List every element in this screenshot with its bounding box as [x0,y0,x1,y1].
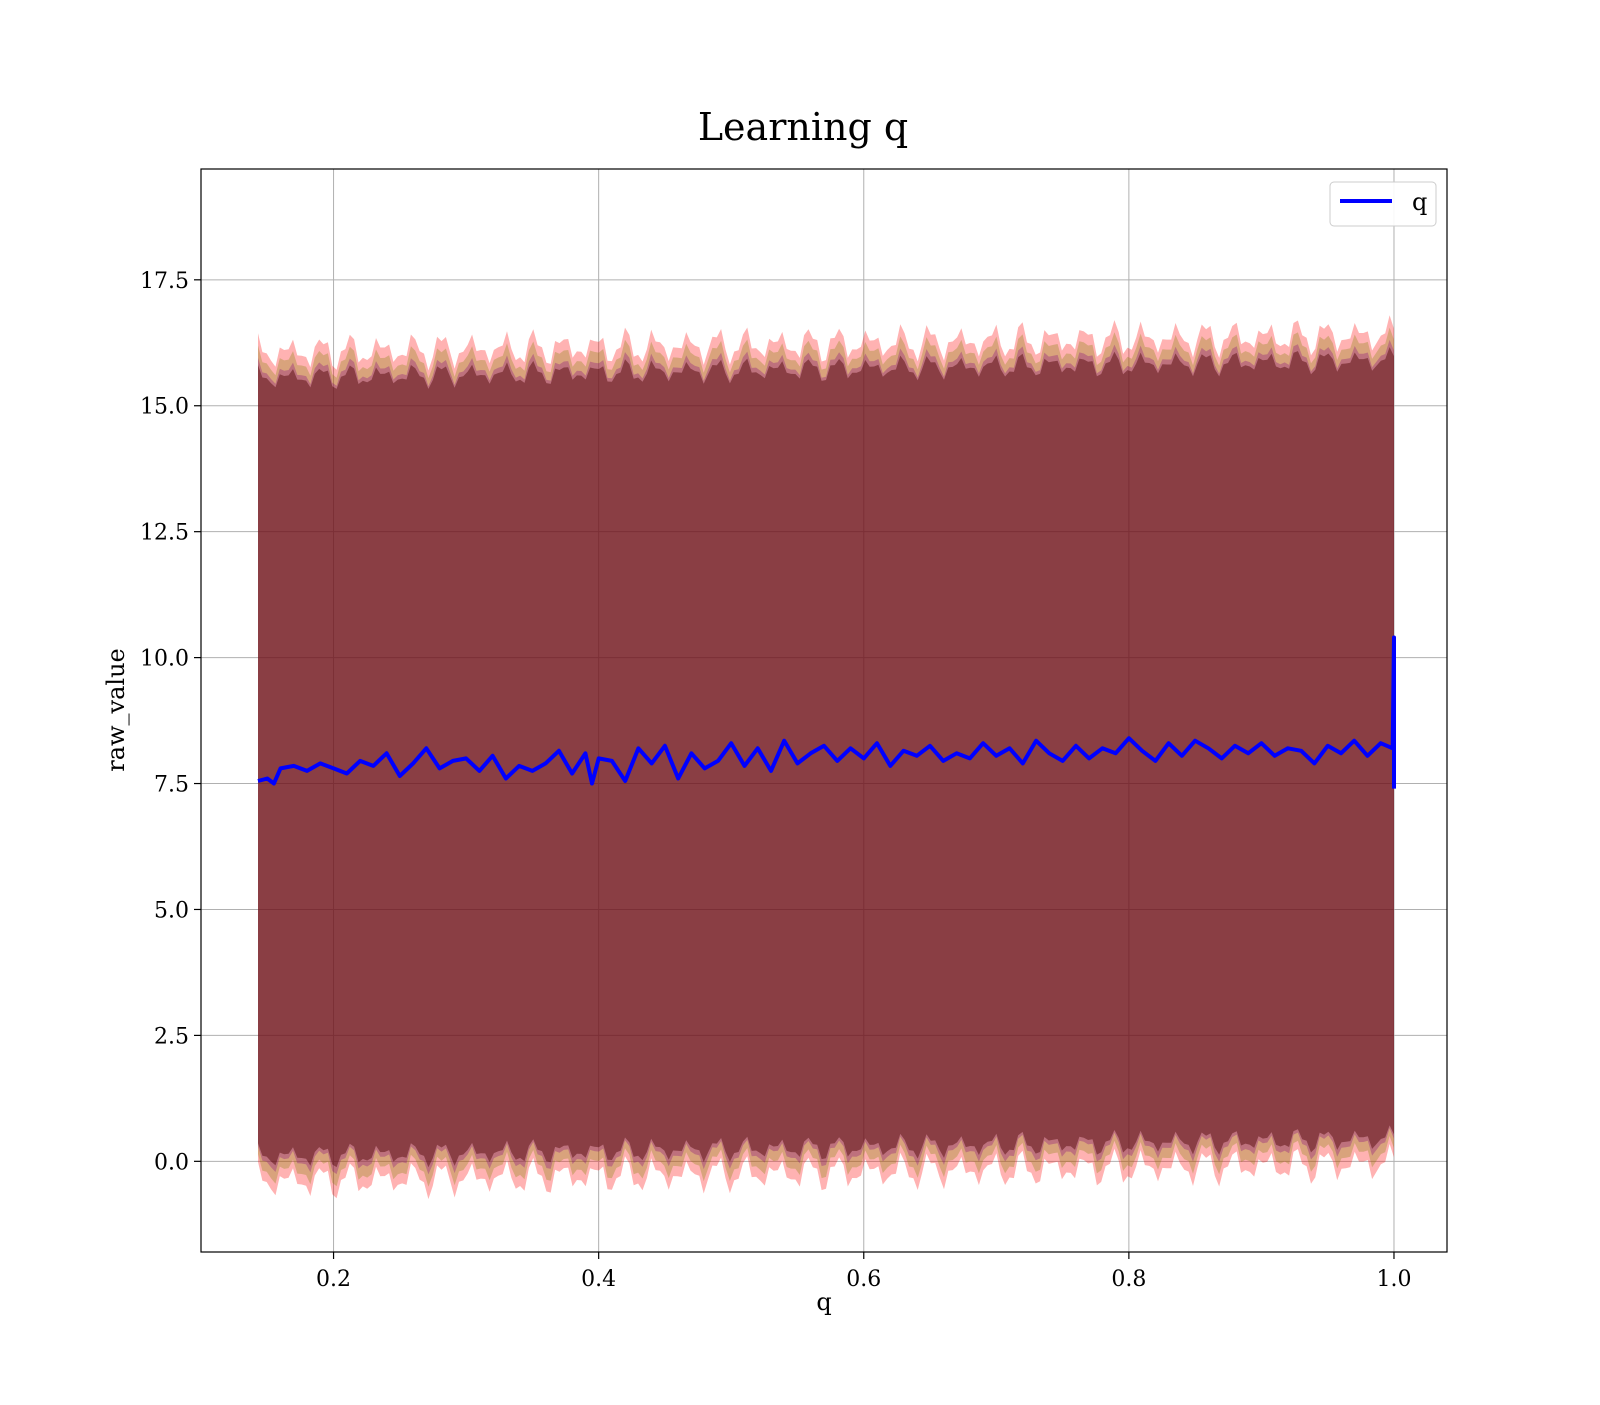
band-1 [258,327,1394,1187]
confidence-bands [258,315,1394,1200]
x-axis-label: q [816,1288,831,1316]
x-tick-label: 0.4 [581,1267,616,1292]
band-3 [258,347,1394,1168]
legend-label-q: q [1412,188,1427,216]
chart-title: Learning q [698,105,908,149]
y-axis-ticks: 0.0 2.5 5.0 7.5 10.0 12.5 15.0 17.5 [140,269,201,1175]
grid-lines [201,169,1447,1252]
plot-frame [200,168,1448,1253]
x-tick-label: 0.6 [846,1267,881,1292]
legend: q [1329,181,1437,227]
y-tick-label: 2.5 [154,1024,189,1049]
y-tick-label: 5.0 [154,898,189,923]
x-tick-label: 1.0 [1376,1267,1411,1292]
legend-box [1329,181,1437,227]
x-tick-label: 0.8 [1111,1267,1146,1292]
y-tick-label: 12.5 [140,521,189,546]
y-tick-label: 17.5 [140,269,189,294]
x-axis-ticks: 0.2 0.4 0.6 0.8 1.0 [316,1252,1411,1292]
series-line-q [257,635,1396,789]
x-tick-label: 0.2 [316,1267,351,1292]
y-tick-label: 15.0 [140,395,189,420]
y-tick-label: 0.0 [154,1150,189,1175]
y-axis-label: raw_value [102,648,130,772]
y-tick-label: 7.5 [154,773,189,798]
y-tick-label: 10.0 [140,647,189,672]
series-lines [257,635,1396,789]
band-0 [258,315,1394,1200]
band-2 [258,339,1394,1175]
